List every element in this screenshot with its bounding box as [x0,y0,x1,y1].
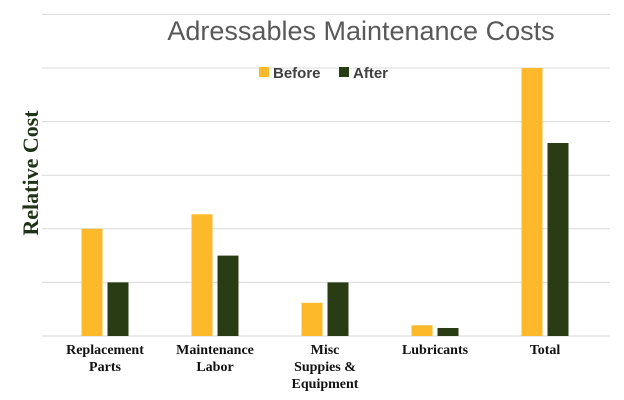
x-tick-label: Replacement Parts [66,343,144,375]
bar-before-0 [81,228,103,336]
gridlines [42,13,610,337]
legend: Before After [259,65,388,82]
chart-title: Adressables Maintenance Costs [167,16,554,46]
x-tick-label: Total [530,343,561,358]
bars [81,68,569,336]
legend-label-after: After [353,65,388,82]
x-tick-label: Misc Suppies & Equipment [292,343,359,392]
legend-swatch-before [259,67,269,77]
x-tick-label: Lubricants [402,343,469,358]
x-tick-labels: Replacement Parts Maintenance Labor Misc Supp… [66,343,560,392]
bar-after-3 [437,328,459,336]
bar-after-4 [547,143,569,336]
legend-label-before: Before [273,65,321,82]
y-axis-label: Relative Cost [18,110,43,236]
bar-after-1 [217,255,239,336]
legend-swatch-after [339,67,349,77]
bar-before-3 [411,325,433,336]
bar-before-4 [521,68,543,336]
x-tick-label: Maintenance Labor [176,343,254,375]
bar-after-2 [327,282,349,336]
bar-before-1 [191,214,213,336]
bar-after-0 [107,282,129,336]
bar-before-2 [301,302,323,336]
